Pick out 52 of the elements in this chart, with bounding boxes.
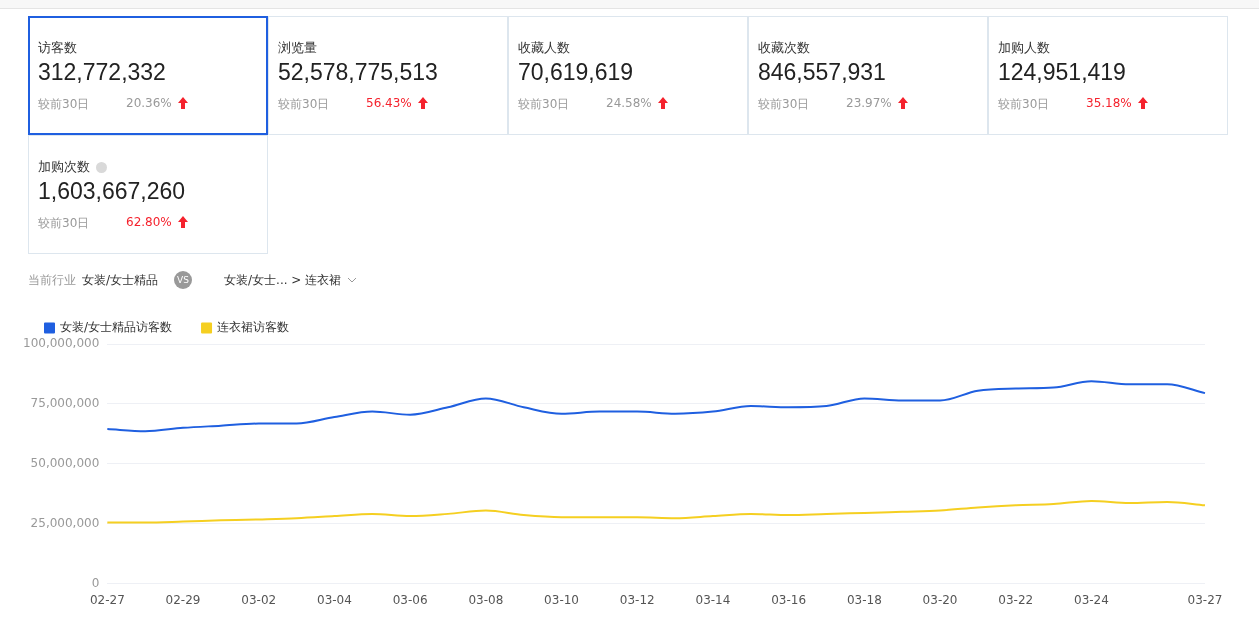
y-tick-label: 100,000,000 (23, 336, 100, 351)
text: 女装/女士... > 连衣裙 (224, 271, 342, 289)
text: VS (174, 271, 193, 289)
legend-label: 连衣裙访客数 (217, 320, 290, 335)
x-tick-label: 03-14 (695, 592, 731, 607)
chart-title: 当前行业 (28, 271, 76, 289)
text: 较前30日 (38, 216, 90, 230)
category-label: 访客数 (38, 39, 77, 57)
category-label: 浏览量 (278, 39, 317, 57)
category-label: 收藏次数 (758, 39, 810, 57)
x-tick-label: 03-12 (619, 592, 655, 607)
text: 女装/女士精品 (82, 271, 159, 289)
text: 较前30日 (758, 97, 810, 111)
text: 较前30日 (518, 97, 570, 111)
y-tick-label: 75,000,000 (30, 396, 100, 411)
x-tick-label: 03-16 (771, 592, 807, 607)
text: 较前30日 (278, 97, 330, 111)
category-label: 加购人数 (998, 39, 1050, 57)
x-tick-label: 03-22 (998, 592, 1034, 607)
x-tick-label: 03-24 (1074, 592, 1109, 607)
category-label: 收藏人数 (518, 39, 570, 57)
x-tick-label: 03-08 (468, 592, 504, 607)
text: 24.58% (606, 96, 652, 110)
text: 846,557,931 (758, 59, 887, 86)
x-tick-label: 03-20 (922, 592, 958, 607)
text: 70,619,619 (518, 59, 635, 86)
x-tick-label: 03-18 (846, 592, 882, 607)
line-series (106, 499, 1206, 524)
text: 较前30日 (38, 97, 90, 111)
text: 124,951,419 (998, 59, 1127, 86)
text: 52,578,775,513 (278, 59, 439, 86)
line-series (106, 380, 1206, 433)
x-tick-label: 03-27 (1187, 592, 1223, 607)
x-tick-label: 03-02 (241, 592, 277, 607)
text: 62.80% (126, 215, 172, 229)
y-tick-label: 0 (91, 575, 100, 590)
text: 23.97% (846, 96, 892, 110)
text: 312,772,332 (38, 59, 167, 86)
text: 较前30日 (998, 97, 1050, 111)
text: 20.36% (126, 96, 172, 110)
y-tick-label: 25,000,000 (30, 515, 100, 530)
x-tick-label: 03-10 (544, 592, 579, 607)
legend-label: 女装/女士精品访客数 (60, 320, 173, 335)
text: 35.18% (1086, 96, 1132, 110)
x-tick-label: 03-04 (317, 592, 352, 607)
text: 1,603,667,260 (38, 178, 187, 205)
y-tick-label: 50,000,000 (30, 455, 100, 470)
x-tick-label: 02-27 (89, 592, 125, 607)
text: 56.43% (366, 96, 412, 110)
x-tick-label: 02-29 (165, 592, 201, 607)
x-tick-label: 03-06 (392, 592, 428, 607)
category-label: 加购次数 (38, 158, 90, 176)
